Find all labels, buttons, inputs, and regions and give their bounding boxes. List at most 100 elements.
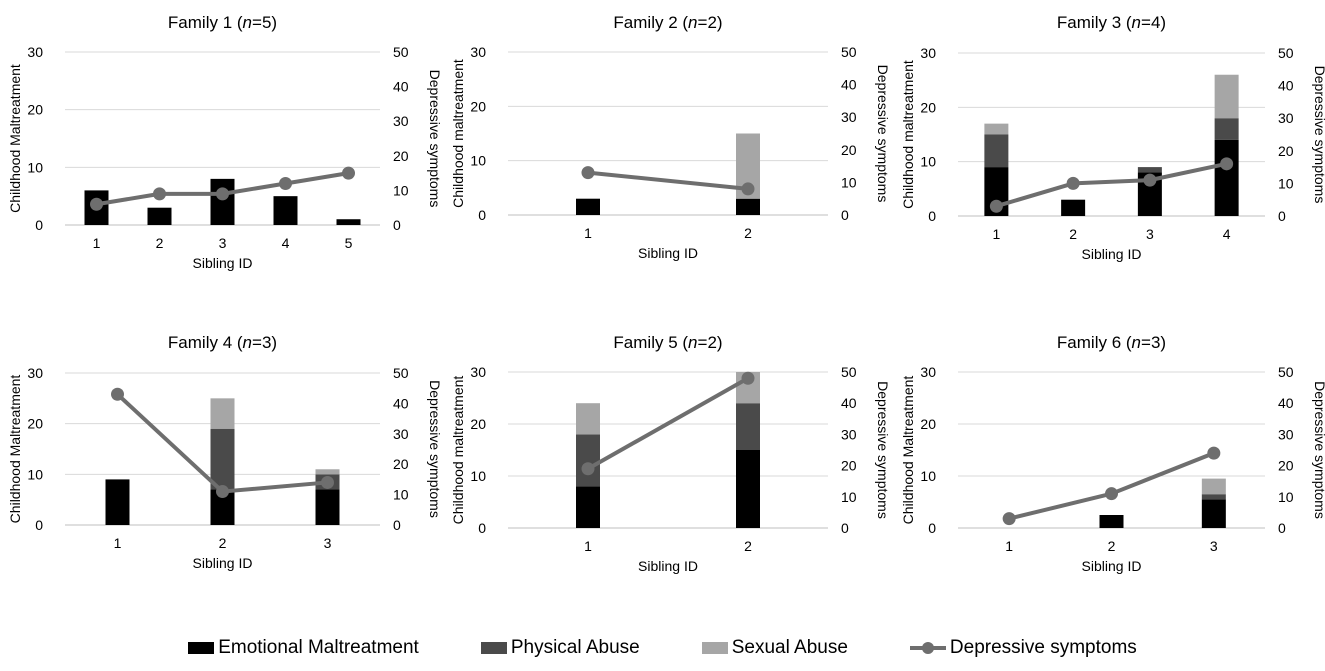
depressive-point <box>1066 176 1080 190</box>
x-tick-label: 2 <box>744 538 752 554</box>
legend: Emotional Maltreatment Physical Abuse Se… <box>0 628 1325 668</box>
x-axis-title: Sibling ID <box>1082 558 1142 574</box>
legend-item-depressive: Depressive symptoms <box>909 637 1137 659</box>
x-axis-title: Sibling ID <box>193 555 253 571</box>
bar-emotional <box>736 450 760 528</box>
depressive-point <box>111 387 124 401</box>
bar-physical <box>1214 118 1239 140</box>
x-axis-title: Sibling ID <box>638 245 698 261</box>
x-tick-label: 2 <box>1108 538 1116 554</box>
x-tick-label: 5 <box>345 235 353 251</box>
y-tick-label: 20 <box>27 416 43 432</box>
y-tick-label: 30 <box>470 364 486 380</box>
chart-title: Family 1 (n=5) <box>168 13 277 32</box>
y-tick-label: 30 <box>27 44 43 60</box>
depressive-point <box>581 462 595 476</box>
x-tick-label: 2 <box>744 225 752 241</box>
bar-physical <box>1201 494 1226 500</box>
y2-axis-title: Depressive symptoms <box>427 380 443 518</box>
bar-emotional <box>147 207 172 225</box>
y2-tick-label: 20 <box>841 458 857 474</box>
y2-tick-label: 0 <box>841 207 849 223</box>
bar-physical <box>1137 167 1162 173</box>
bar-emotional <box>210 178 235 225</box>
chart-title: Family 6 (n=3) <box>1057 333 1166 352</box>
legend-item-sexual: Sexual Abuse <box>701 637 848 659</box>
y2-tick-label: 50 <box>393 365 409 381</box>
bar-physical <box>576 434 600 487</box>
y-tick-label: 30 <box>920 45 936 61</box>
y-tick-label: 0 <box>35 517 43 533</box>
chart-panel-4: Family 4 (n=3) 0 10 20 30 0 10 20 30 40 50 1 2 3 Sibli… <box>7 333 443 571</box>
legend-swatch-emotional <box>188 642 215 654</box>
y2-tick-label: 30 <box>1278 426 1294 442</box>
y2-tick-label: 0 <box>393 517 401 533</box>
bar-emotional <box>1214 139 1239 216</box>
y2-tick-label: 20 <box>1278 143 1294 159</box>
y-axis-title: Childhood Maltreatment <box>7 64 23 213</box>
y-tick-label: 0 <box>478 520 486 536</box>
x-axis-title: Sibling ID <box>193 255 253 271</box>
y2-tick-label: 10 <box>1278 175 1294 191</box>
bar-sexual <box>315 469 340 475</box>
y-tick-label: 10 <box>27 466 43 482</box>
legend-label-depressive: Depressive symptoms <box>949 637 1137 658</box>
y2-tick-label: 30 <box>841 426 857 442</box>
depressive-point <box>216 187 229 201</box>
x-tick-label: 3 <box>219 235 227 251</box>
y2-tick-label: 50 <box>1278 45 1294 61</box>
bar-emotional <box>576 198 600 215</box>
chart-title: Family 5 (n=2) <box>613 333 722 352</box>
y-tick-label: 0 <box>928 520 936 536</box>
chart-title: Family 2 (n=2) <box>613 13 722 32</box>
depressive-point <box>741 371 755 385</box>
y-tick-label: 30 <box>27 365 43 381</box>
y-tick-label: 10 <box>920 468 936 484</box>
bar-emotional <box>1061 199 1086 216</box>
y2-tick-label: 50 <box>1278 364 1294 380</box>
y2-tick-label: 20 <box>1278 458 1294 474</box>
y-axis-title: Childhood maltreatment <box>900 60 916 209</box>
y2-axis-title: Depressive symptoms <box>1312 381 1325 519</box>
x-tick-label: 1 <box>1005 538 1013 554</box>
y2-axis-title: Depressive symptoms <box>875 381 891 519</box>
y2-tick-label: 10 <box>393 182 409 198</box>
x-tick-label: 3 <box>1146 226 1154 242</box>
y-tick-label: 10 <box>470 153 486 169</box>
y-tick-label: 20 <box>470 416 486 432</box>
legend-label-physical: Physical Abuse <box>510 637 640 658</box>
y2-tick-label: 30 <box>393 113 409 129</box>
depressive-point <box>1143 173 1157 187</box>
x-tick-label: 1 <box>584 538 592 554</box>
chart-panel-3: Family 3 (n=4) 0 10 20 30 0 10 20 30 40 50 1 2 3 4 Sibl… <box>900 13 1325 262</box>
y-tick-label: 0 <box>928 208 936 224</box>
y-tick-label: 10 <box>920 154 936 170</box>
chart-title: Family 4 (n=3) <box>168 333 277 352</box>
y-tick-label: 30 <box>470 44 486 60</box>
x-tick-label: 2 <box>219 535 227 551</box>
bar-emotional <box>336 219 361 225</box>
bar-sexual <box>1214 74 1239 119</box>
y2-tick-label: 10 <box>841 174 857 190</box>
x-tick-label: 2 <box>156 235 164 251</box>
depressive-point <box>321 475 334 489</box>
bar-emotional <box>736 198 760 215</box>
x-tick-label: 1 <box>93 235 101 251</box>
y2-tick-label: 0 <box>841 520 849 536</box>
y2-tick-label: 40 <box>393 79 409 95</box>
y-tick-label: 0 <box>478 207 486 223</box>
y-axis-title: Childhood maltreatment <box>450 376 466 525</box>
legend-swatch-physical <box>480 642 507 654</box>
depressive-point <box>216 485 229 499</box>
bar-sexual <box>984 123 1009 135</box>
legend-label-sexual: Sexual Abuse <box>731 637 848 658</box>
bar-emotional <box>315 489 340 525</box>
legend-label-emotional: Emotional Maltreatment <box>218 637 419 658</box>
y-tick-label: 30 <box>920 364 936 380</box>
y-tick-label: 20 <box>470 98 486 114</box>
depressive-line <box>587 170 749 191</box>
depressive-point <box>1207 446 1221 460</box>
depressive-point <box>153 187 166 201</box>
y2-tick-label: 30 <box>393 426 409 442</box>
bar-emotional <box>1201 499 1226 528</box>
